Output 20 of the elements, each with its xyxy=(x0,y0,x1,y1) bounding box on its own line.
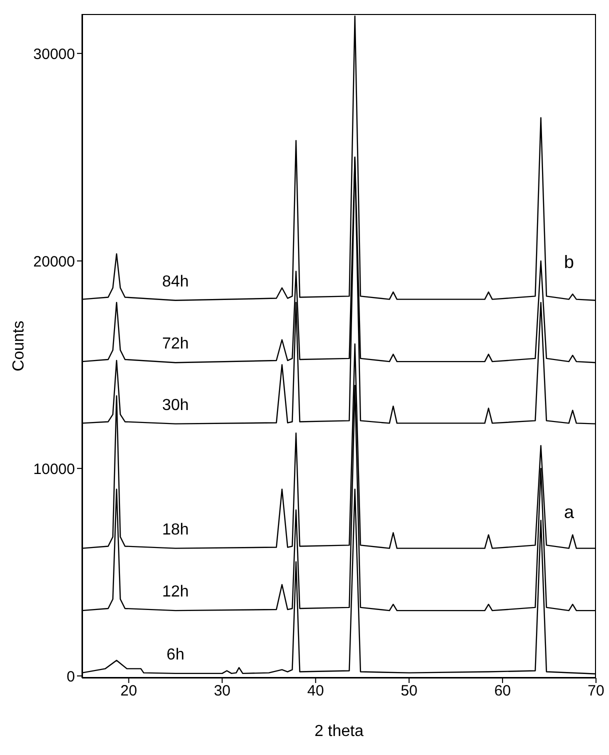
annotation: a xyxy=(564,502,574,523)
y-tick-label: 10000 xyxy=(33,460,75,478)
series-label: 30h xyxy=(162,396,189,414)
series-label: 72h xyxy=(162,336,189,353)
series-label: 18h xyxy=(162,521,189,538)
series-label: 84h xyxy=(162,273,189,290)
y-tick-label: 0 xyxy=(66,668,75,686)
series-label: 12h xyxy=(162,584,189,601)
x-tick-label: 60 xyxy=(494,682,511,700)
x-tick-label: 50 xyxy=(400,682,418,700)
x-tick-label: 40 xyxy=(307,682,324,700)
x-axis-title: 2 theta xyxy=(314,723,364,740)
series-label: 6h xyxy=(166,646,184,664)
annotation: b xyxy=(564,252,574,273)
y-tick-label: 30000 xyxy=(33,46,75,63)
x-tick-label: 70 xyxy=(588,682,604,700)
y-tick-label: 20000 xyxy=(33,253,75,270)
y-axis-title: Counts xyxy=(10,320,28,372)
x-tick-label: 30 xyxy=(214,682,231,700)
x-tick-label: 20 xyxy=(120,682,138,700)
